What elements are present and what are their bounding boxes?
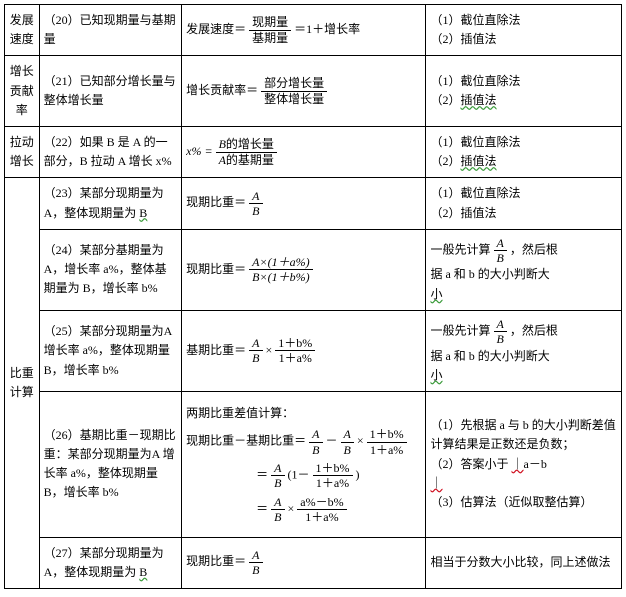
formula-text: 增长贡献率＝ [186, 83, 258, 97]
formula-text: ＝1＋增长率 [294, 22, 360, 36]
condition-cell: （21）已知部分增长量与整体增长量 [39, 56, 182, 127]
method-item: （1）先根据 a 与 b 的大小判断差值计算结果是正数还是负数； [430, 416, 617, 454]
method-item: （1）截位直除法 [430, 72, 617, 91]
formula-cell: 现期比重＝ A B [182, 178, 426, 229]
table-row: （27）某部分现期量为A，整体现期量为 B 现期比重＝ A B 相当于分数大小比… [5, 537, 622, 588]
method-cell: （1）截位直除法 （2）插值法 [426, 5, 622, 56]
formula-text: 现期比重＝ [186, 262, 246, 276]
method-cell: 相当于分数大小比较，同上述做法 [426, 537, 622, 588]
method-item: （2）插值法 [430, 152, 617, 171]
fraction: A B [494, 236, 507, 266]
category-cell: 拉动增长 [5, 126, 40, 177]
condition-cell: （25）某部分现期量为A 增长率 a%，整体现期量 B，增长率 b% [39, 310, 182, 391]
formula-text: x% = [186, 144, 215, 158]
condition-cell: （27）某部分现期量为A，整体现期量为 B [39, 537, 182, 588]
method-item: （2）插值法 [430, 91, 617, 110]
formula-text: 两期比重差值计算： [186, 404, 421, 423]
formula-text: 发展速度＝ [186, 22, 246, 36]
method-item: 据 a 和 b 的大小判断大 [430, 347, 617, 366]
formula-table: 发展速度 （20）已知现期量与基期量 发展速度＝ 现期量 基期量 ＝1＋增长率 … [4, 4, 622, 589]
fraction: A B [249, 336, 262, 366]
formula-cell: 现期比重＝ A B [182, 537, 426, 588]
table-row: 拉动增长 （22）如果 B 是 A 的一部分，B 拉动 A 增长 x% x% =… [5, 126, 622, 177]
fraction: A B [494, 317, 507, 347]
method-item: ｜ [430, 474, 617, 493]
method-item: 小 [430, 366, 617, 385]
fraction: 部分增长量 整体增长量 [261, 76, 327, 106]
method-cell: （1）截位直除法 （2）插值法 [426, 126, 622, 177]
category-cell: 增长贡献率 [5, 56, 40, 127]
method-item: （2）插值法 [430, 204, 617, 223]
method-cell: 一般先计算 A B ，然后根 据 a 和 b 的大小判断大 小 [426, 310, 622, 391]
fraction: A B [249, 548, 262, 578]
method-item: 一般先计算 A B ，然后根 [430, 317, 617, 347]
condition-cell: （23）某部分现期量为A，整体现期量为 B [39, 178, 182, 229]
fraction: A B [249, 189, 262, 219]
fraction: 1＋b% 1＋a% [275, 336, 315, 366]
method-item: （1）截位直除法 [430, 11, 617, 30]
formula-text: 现期比重＝ [186, 195, 246, 209]
method-item: 据 a 和 b 的大小判断大 [430, 265, 617, 284]
table-row: 增长贡献率 （21）已知部分增长量与整体增长量 增长贡献率＝ 部分增长量 整体增… [5, 56, 622, 127]
formula-cell: 基期比重＝ A B × 1＋b% 1＋a% [182, 310, 426, 391]
method-item: （2）答案小于 ｜a－b [430, 455, 617, 474]
fraction: B的增长量 A的基期量 [216, 137, 277, 167]
method-item: （1）截位直除法 [430, 184, 617, 203]
table-row: （25）某部分现期量为A 增长率 a%，整体现期量 B，增长率 b% 基期比重＝… [5, 310, 622, 391]
formula-text: 基期比重＝ [186, 343, 246, 357]
category-cell: 比重计算 [5, 178, 40, 589]
table-row: （24）某部分基期量为A，增长率 a%，整体基期量为 B，增长率 b% 现期比重… [5, 229, 622, 310]
condition-cell: （20）已知现期量与基期量 [39, 5, 182, 56]
method-item: （1）截位直除法 [430, 133, 617, 152]
method-cell: （1）截位直除法 （2）插值法 [426, 56, 622, 127]
method-cell: （1）先根据 a 与 b 的大小判断差值计算结果是正数还是负数； （2）答案小于… [426, 392, 622, 538]
condition-cell: （26）基期比重－现期比重：某部分现期量为A 增长率 a%，整体现期量 B，增长… [39, 392, 182, 538]
method-cell: （1）截位直除法 （2）插值法 [426, 178, 622, 229]
method-cell: 一般先计算 A B ，然后根 据 a 和 b 的大小判断大 小 [426, 229, 622, 310]
formula-text: 现期比重＝ [186, 554, 246, 568]
condition-cell: （24）某部分基期量为A，增长率 a%，整体基期量为 B，增长率 b% [39, 229, 182, 310]
formula-cell: x% = B的增长量 A的基期量 [182, 126, 426, 177]
condition-cell: （22）如果 B 是 A 的一部分，B 拉动 A 增长 x% [39, 126, 182, 177]
fraction: 现期量 基期量 [249, 15, 291, 45]
method-item: （2）插值法 [430, 30, 617, 49]
method-item: 小 [430, 285, 617, 304]
formula-cell: 现期比重＝ A×(1＋a%) B×(1＋b%) [182, 229, 426, 310]
table-row: 发展速度 （20）已知现期量与基期量 发展速度＝ 现期量 基期量 ＝1＋增长率 … [5, 5, 622, 56]
fraction: A×(1＋a%) B×(1＋b%) [249, 255, 312, 285]
table-row: （26）基期比重－现期比重：某部分现期量为A 增长率 a%，整体现期量 B，增长… [5, 392, 622, 538]
method-item: 一般先计算 A B ，然后根 [430, 236, 617, 266]
table-row: 比重计算 （23）某部分现期量为A，整体现期量为 B 现期比重＝ A B （1）… [5, 178, 622, 229]
method-item: （3）估算法（近似取整估算） [430, 493, 617, 512]
category-cell: 发展速度 [5, 5, 40, 56]
formula-cell: 两期比重差值计算： 现期比重－基期比重＝ AB － AB × 1＋b%1＋a% … [182, 392, 426, 538]
formula-cell: 发展速度＝ 现期量 基期量 ＝1＋增长率 [182, 5, 426, 56]
formula-cell: 增长贡献率＝ 部分增长量 整体增长量 [182, 56, 426, 127]
